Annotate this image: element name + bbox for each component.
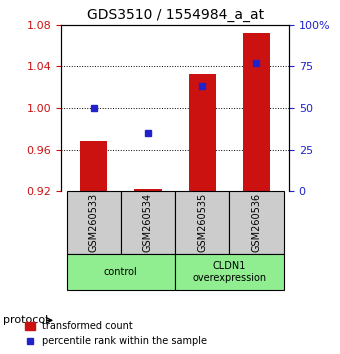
Bar — [80, 141, 107, 192]
Text: control: control — [104, 267, 138, 277]
Text: GSM260533: GSM260533 — [89, 193, 99, 252]
FancyBboxPatch shape — [121, 192, 175, 254]
FancyBboxPatch shape — [67, 192, 121, 254]
Bar — [243, 33, 270, 192]
Text: protocol: protocol — [3, 315, 49, 325]
FancyBboxPatch shape — [175, 192, 230, 254]
FancyBboxPatch shape — [230, 192, 284, 254]
FancyBboxPatch shape — [67, 254, 175, 290]
Text: GSM260535: GSM260535 — [197, 193, 207, 252]
Bar — [134, 189, 162, 192]
Title: GDS3510 / 1554984_a_at: GDS3510 / 1554984_a_at — [87, 8, 264, 22]
Legend: transformed count, percentile rank within the sample: transformed count, percentile rank withi… — [22, 319, 210, 349]
Bar — [189, 74, 216, 192]
Text: GSM260536: GSM260536 — [252, 193, 261, 252]
FancyBboxPatch shape — [175, 254, 284, 290]
Text: CLDN1
overexpression: CLDN1 overexpression — [192, 261, 267, 283]
Text: GSM260534: GSM260534 — [143, 193, 153, 252]
